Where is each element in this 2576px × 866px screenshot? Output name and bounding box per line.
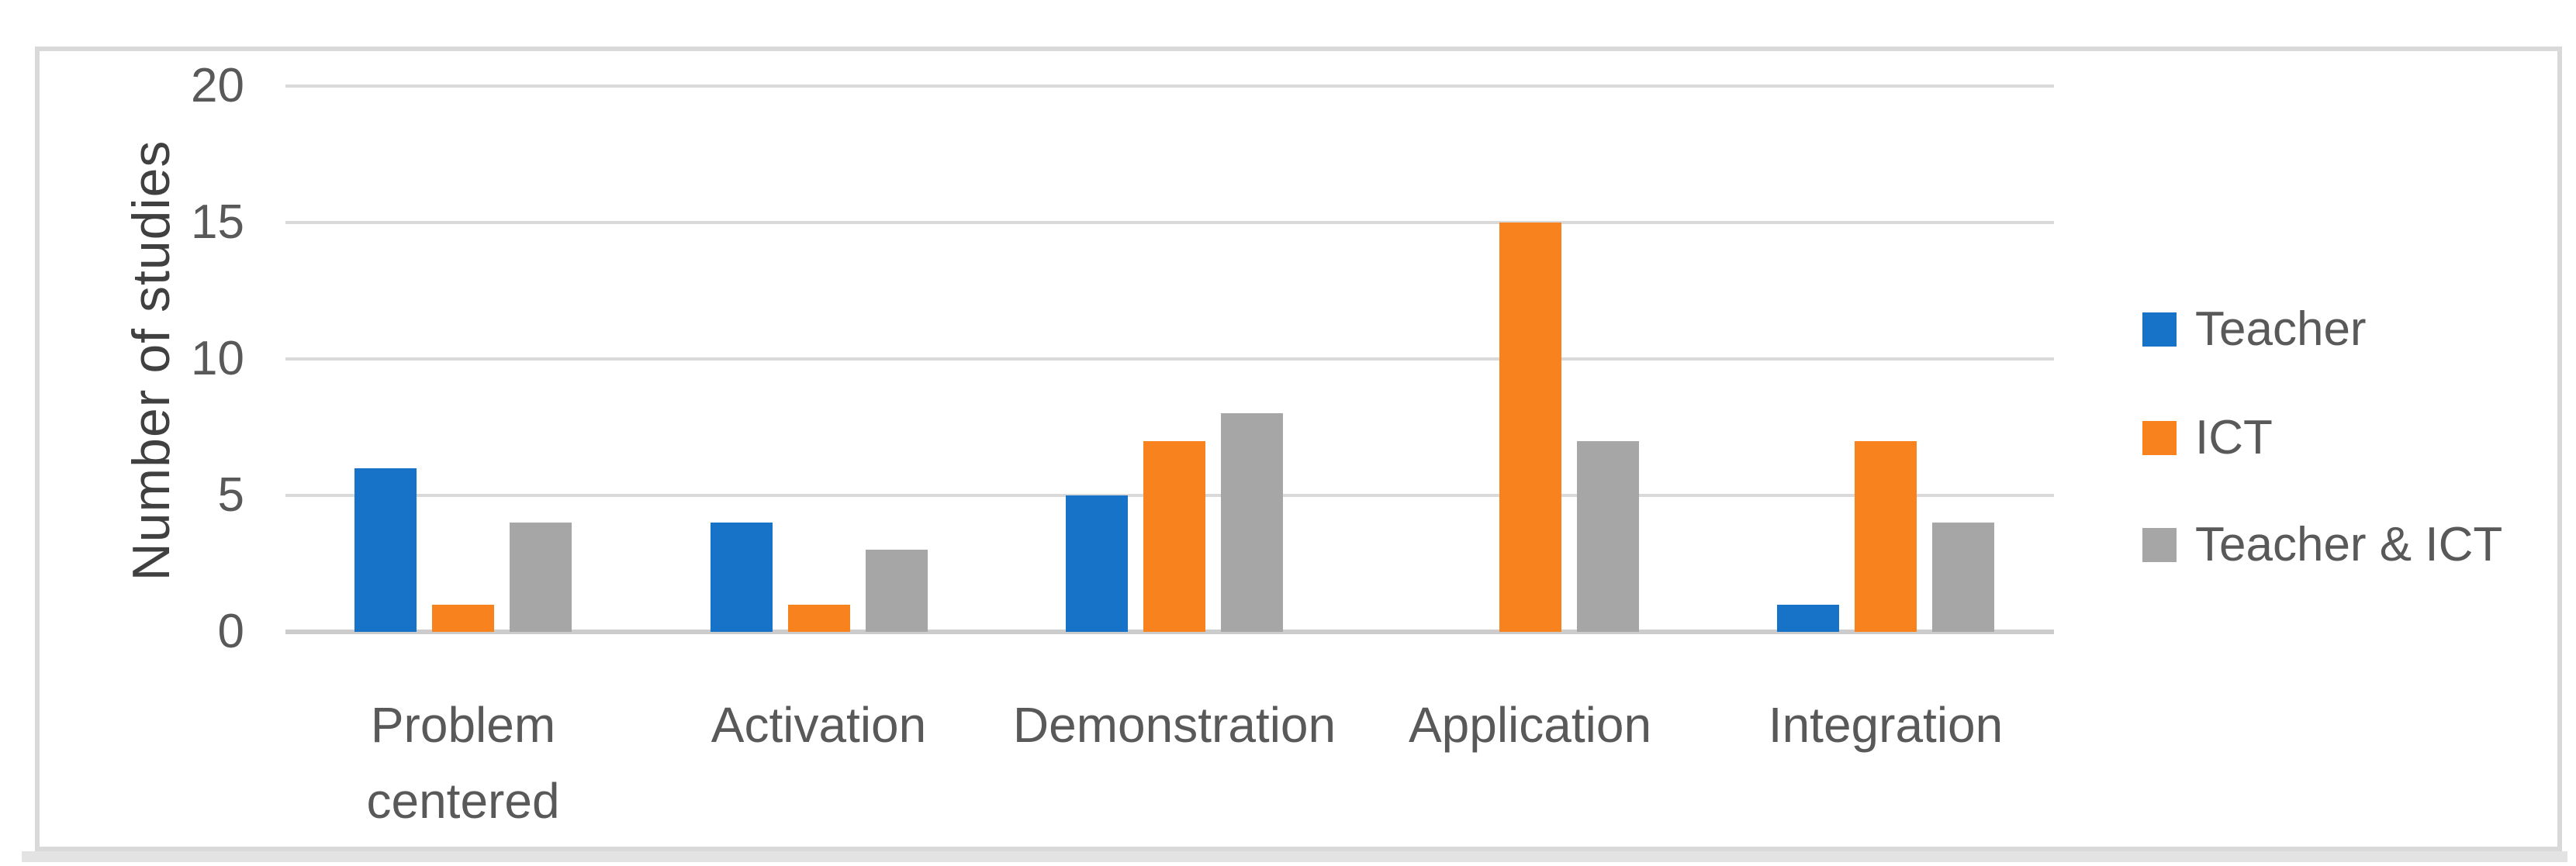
category-label-integration: Integration xyxy=(1768,697,2004,753)
chart-frame xyxy=(35,47,2562,851)
bar-ict-problem-centered xyxy=(432,604,494,632)
category-label-problem-centered: Problem centered xyxy=(366,697,560,829)
legend-item-ict: ICT xyxy=(2142,414,2273,462)
legend-label-teacher-ict: Teacher & ICT xyxy=(2195,518,2503,571)
x-axis-line xyxy=(285,630,2054,634)
bar-teacher-ict-demonstration xyxy=(1221,413,1283,632)
legend-swatch-ict xyxy=(2142,421,2177,455)
bar-teacher-problem-centered xyxy=(354,468,417,632)
bar-ict-demonstration xyxy=(1143,440,1205,632)
legend-item-teacher-ict: Teacher & ICT xyxy=(2142,521,2502,569)
y-tick-label-0: 0 xyxy=(217,605,244,658)
gridline-10 xyxy=(285,357,2054,361)
y-tick-label-5: 5 xyxy=(217,468,244,522)
bar-ict-activation xyxy=(787,604,850,632)
bar-teacher-demonstration xyxy=(1066,495,1128,632)
bar-teacher-ict-application xyxy=(1576,440,1639,632)
bar-teacher-ict-integration xyxy=(1932,523,1994,632)
gridline-20 xyxy=(285,85,2054,88)
bar-teacher-ict-problem-centered xyxy=(510,523,572,632)
page-bottom-edge xyxy=(22,851,2567,862)
bar-ict-application xyxy=(1499,223,1561,632)
legend-label-teacher: Teacher xyxy=(2195,302,2367,356)
category-label-application: Application xyxy=(1408,697,1652,753)
gridline-15 xyxy=(285,221,2054,224)
bar-teacher-integration xyxy=(1777,604,1839,632)
y-tick-label-20: 20 xyxy=(191,59,244,112)
legend-item-teacher: Teacher xyxy=(2142,305,2367,354)
category-label-activation: Activation xyxy=(711,697,927,753)
category-label-demonstration: Demonstration xyxy=(1012,697,1336,753)
bar-teacher-activation xyxy=(710,523,773,632)
y-tick-label-10: 10 xyxy=(191,332,244,385)
bar-ict-integration xyxy=(1855,440,1917,632)
legend-label-ict: ICT xyxy=(2195,411,2273,464)
y-tick-label-15: 15 xyxy=(191,195,244,249)
legend-swatch-teacher-ict xyxy=(2142,528,2177,562)
legend-swatch-teacher xyxy=(2142,312,2177,347)
bar-teacher-ict-activation xyxy=(865,550,928,632)
